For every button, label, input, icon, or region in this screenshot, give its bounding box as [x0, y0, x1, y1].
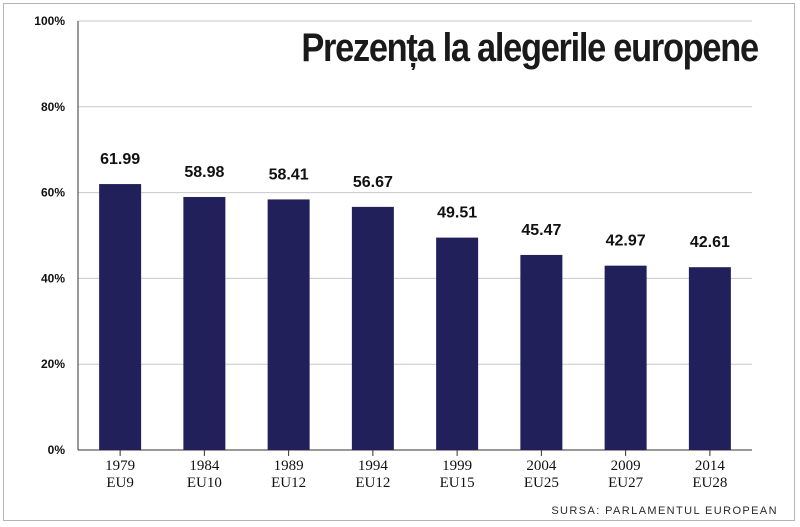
data-label: 58.98: [184, 164, 224, 181]
x-tick-label-group: EU27: [608, 475, 643, 491]
x-tick-label-group: EU9: [106, 475, 134, 491]
bar: [183, 196, 226, 450]
x-tick-label-group: EU15: [440, 475, 475, 491]
bar: [604, 265, 647, 450]
x-tick-label-year: 2004: [526, 458, 557, 474]
bar: [99, 184, 142, 450]
data-label: 58.41: [269, 166, 309, 183]
x-tick-label-group: EU25: [524, 475, 559, 491]
x-tick-label-year: 2014: [695, 458, 726, 474]
y-tick-label: 100%: [34, 14, 65, 28]
x-tick-label-group: EU12: [271, 475, 306, 491]
y-tick-label: 80%: [41, 100, 65, 114]
bar: [351, 206, 394, 450]
y-tick-label: 20%: [41, 357, 65, 371]
data-label: 45.47: [521, 222, 561, 239]
y-tick-label: 60%: [41, 186, 65, 200]
y-tick-label: 40%: [41, 271, 65, 285]
chart-title: Prezența la alegerile europene: [301, 26, 760, 70]
x-tick-label-year: 1999: [442, 458, 472, 474]
data-label: 49.51: [437, 205, 477, 222]
bar: [520, 254, 563, 450]
x-tick-label-group: EU10: [187, 475, 222, 491]
x-tick-label-year: 1984: [189, 458, 220, 474]
bar: [436, 237, 479, 450]
data-label: 42.61: [690, 234, 730, 251]
x-tick-label-year: 1979: [105, 458, 135, 474]
x-tick-label-group: EU28: [692, 475, 727, 491]
y-tick-label: 0%: [48, 443, 66, 457]
data-label: 42.97: [606, 233, 646, 250]
bar: [688, 267, 731, 450]
data-label: 61.99: [100, 151, 140, 168]
x-tick-label-year: 1994: [358, 458, 389, 474]
data-label: 56.67: [353, 174, 393, 191]
chart-source: SURSA: PARLAMENTUL EUROPEAN: [551, 505, 778, 517]
x-tick-label-year: 1989: [274, 458, 304, 474]
x-tick-label-group: EU12: [355, 475, 390, 491]
bar: [267, 199, 310, 450]
x-tick-label-year: 2009: [611, 458, 641, 474]
